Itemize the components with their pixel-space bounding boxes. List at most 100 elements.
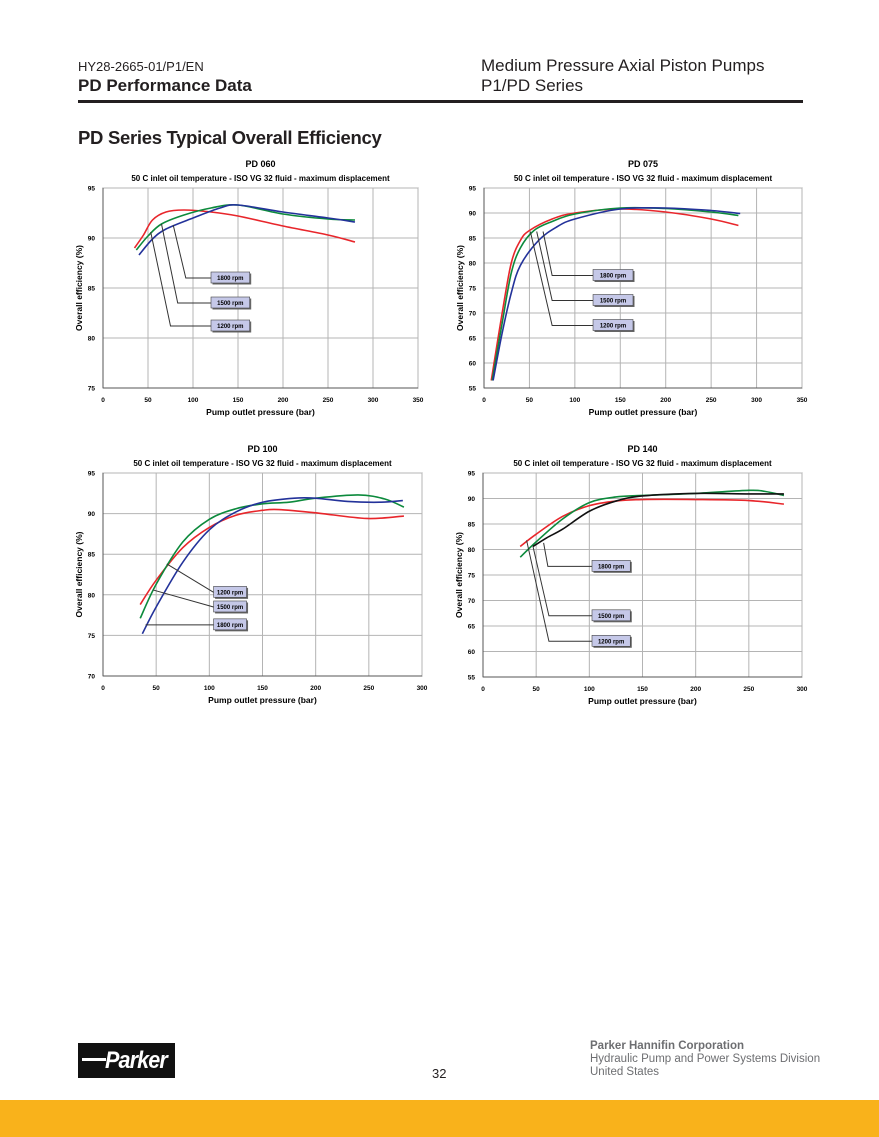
x-tick-label: 300 <box>751 397 762 404</box>
x-tick-label: 50 <box>533 686 541 693</box>
logo-stripe <box>82 1058 106 1061</box>
x-tick-label: 0 <box>482 397 486 404</box>
header-divider <box>78 100 803 103</box>
document-title: Medium Pressure Axial Piston Pumps <box>481 56 765 75</box>
x-tick-label: 300 <box>417 685 428 692</box>
x-tick-label: 200 <box>310 685 321 692</box>
x-tick-label: 150 <box>637 686 648 693</box>
annotation-box <box>592 269 634 281</box>
x-tick-label: 350 <box>797 397 808 404</box>
annotation-leader <box>172 224 211 279</box>
company-info: Parker Hannifin Corporation Hydraulic Pu… <box>590 1040 820 1079</box>
x-tick-label: 200 <box>278 397 289 404</box>
chart-subtitle: 50 C inlet oil temperature - ISO VG 32 f… <box>513 459 772 468</box>
annotation-leader <box>152 589 214 608</box>
document-code: HY28-2665-01/P1/EN <box>78 59 204 74</box>
annotation-box <box>210 296 251 309</box>
annotation-leader <box>532 546 592 617</box>
y-tick-label: 80 <box>88 336 96 343</box>
x-tick-label: 100 <box>188 397 199 404</box>
x-tick-label: 250 <box>706 397 717 404</box>
x-tick-label: 250 <box>363 685 374 692</box>
x-tick-label: 300 <box>797 686 808 693</box>
series-line-1500-rpm <box>135 203 356 251</box>
annotation-label: 1200 rpm <box>600 324 626 330</box>
x-tick-label: 50 <box>526 397 534 404</box>
y-axis-label: Overall efficiency (%) <box>74 531 84 617</box>
x-tick-label: 250 <box>743 686 754 693</box>
country: United States <box>590 1066 660 1078</box>
y-tick-label: 55 <box>468 675 476 682</box>
y-tick-label: 85 <box>88 286 96 293</box>
annotation-box <box>210 271 251 284</box>
y-axis-label: Overall efficiency (%) <box>455 245 465 331</box>
annotation-label: 1200 rpm <box>217 324 243 330</box>
annotation-label: 1800 rpm <box>598 564 624 570</box>
y-axis-label: Overall efficiency (%) <box>74 245 84 331</box>
annotation-leader <box>161 223 211 304</box>
series-line-1500-rpm <box>491 206 739 381</box>
annotation-box <box>213 618 247 631</box>
y-tick-label: 70 <box>469 311 477 318</box>
y-tick-label: 65 <box>468 624 476 631</box>
x-tick-label: 250 <box>323 397 334 404</box>
chart-pd-075: PD 075 50 C inlet oil temperature - ISO V… <box>455 159 808 417</box>
chart-pd-060: PD 060 50 C inlet oil temperature - ISO V… <box>74 159 424 417</box>
x-axis-label: Pump outlet pressure (bar) <box>588 696 697 706</box>
y-tick-label: 60 <box>469 361 477 368</box>
annotation-box <box>592 319 634 331</box>
chart-pd-100: PD 100 50 C inlet oil temperature - ISO V… <box>74 444 428 705</box>
annotation-label: 1800 rpm <box>600 274 626 280</box>
page-number: 32 <box>432 1066 447 1081</box>
x-tick-label: 150 <box>257 685 268 692</box>
series-line-1800-rpm <box>141 496 403 635</box>
y-tick-label: 75 <box>468 573 476 580</box>
page-title: PD Series Typical Overall Efficiency <box>78 127 382 148</box>
x-tick-label: 0 <box>481 686 485 693</box>
annotation-label: 1500 rpm <box>600 299 626 305</box>
series-line-1200-rpm <box>490 208 739 381</box>
y-tick-label: 75 <box>469 286 477 293</box>
x-tick-label: 200 <box>690 686 701 693</box>
y-tick-label: 70 <box>88 674 96 681</box>
x-tick-label: 200 <box>660 397 671 404</box>
annotation-box <box>592 294 634 306</box>
y-tick-label: 95 <box>88 186 96 193</box>
series-line-1800-rpm <box>138 204 356 256</box>
x-tick-label: 100 <box>204 685 215 692</box>
x-axis-label: Pump outlet pressure (bar) <box>206 407 315 417</box>
annotation-label: 1200 rpm <box>217 590 243 596</box>
y-tick-label: 55 <box>469 386 477 393</box>
product-series: P1/PD Series <box>481 76 584 95</box>
y-tick-label: 60 <box>468 649 476 656</box>
y-axis-label: Overall efficiency (%) <box>454 532 464 618</box>
division-name: Hydraulic Pump and Power Systems Divisio… <box>590 1053 821 1065</box>
series-line-1800-rpm <box>532 492 784 548</box>
y-tick-label: 80 <box>469 261 477 268</box>
annotation-leader <box>543 542 592 567</box>
annotation-box <box>213 586 247 598</box>
y-tick-label: 95 <box>468 471 476 478</box>
parker-logo: Parker <box>78 1043 175 1078</box>
x-tick-label: 300 <box>368 397 379 404</box>
x-tick-label: 150 <box>615 397 626 404</box>
series-line-1500-rpm <box>519 489 785 558</box>
y-tick-label: 95 <box>469 186 477 193</box>
y-tick-label: 85 <box>469 236 477 243</box>
chart-title: PD 100 <box>247 444 277 454</box>
y-tick-label: 90 <box>468 496 476 503</box>
y-tick-label: 90 <box>88 511 96 518</box>
x-tick-label: 150 <box>233 397 244 404</box>
y-tick-label: 75 <box>88 633 96 640</box>
y-tick-label: 70 <box>468 598 476 605</box>
annotation-leader <box>526 540 592 642</box>
chart-title: PD 075 <box>628 159 658 169</box>
y-tick-label: 90 <box>88 236 96 243</box>
annotation-label: 1200 rpm <box>598 639 624 645</box>
x-tick-label: 50 <box>144 397 152 404</box>
annotation-box <box>591 634 631 647</box>
annotation-box <box>591 609 631 622</box>
y-tick-label: 85 <box>88 552 96 559</box>
section-heading: PD Performance Data <box>78 76 252 95</box>
